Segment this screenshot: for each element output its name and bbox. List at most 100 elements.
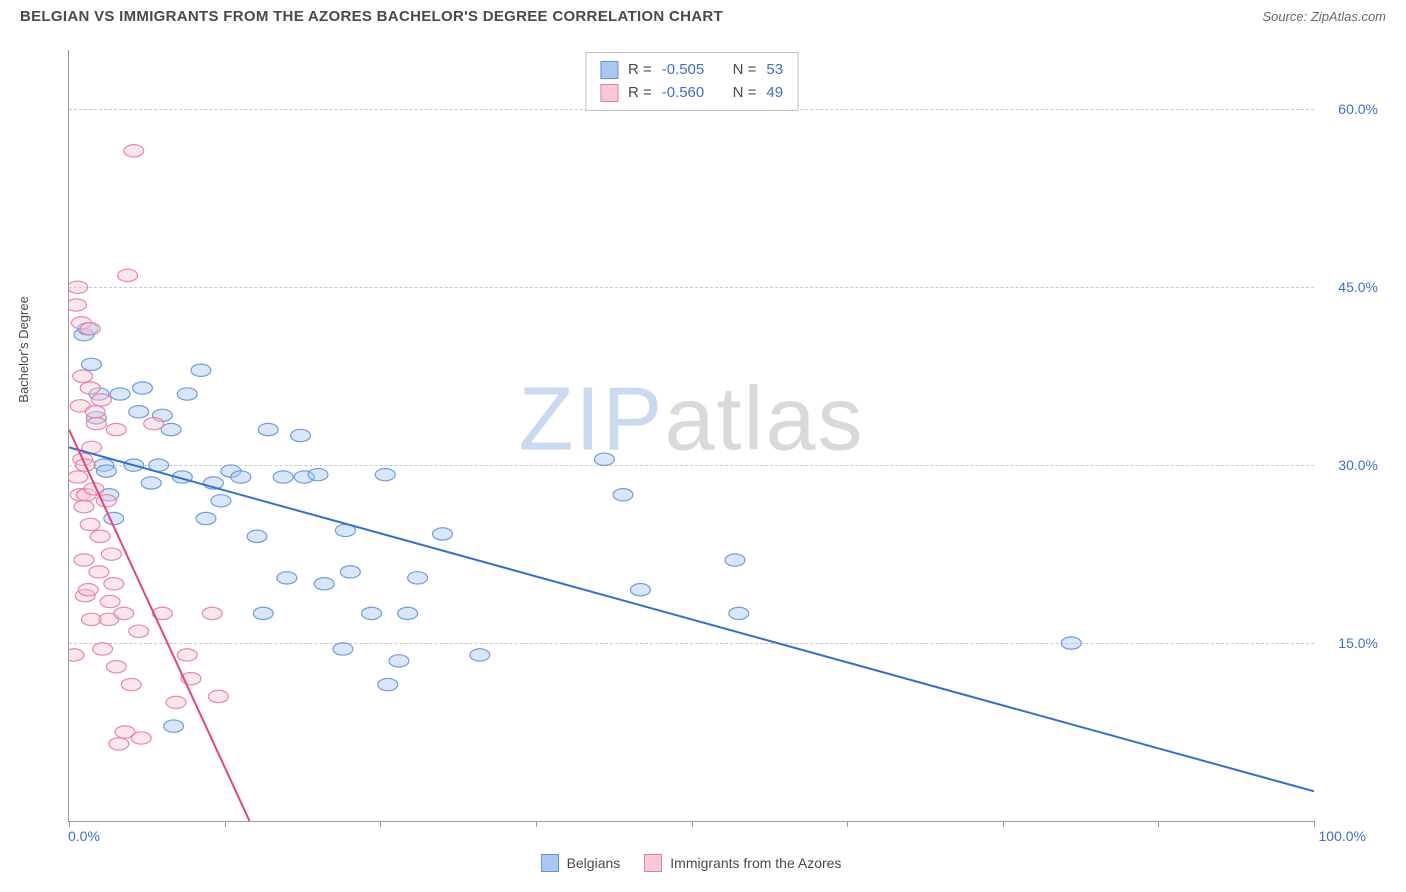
n-label: N = (733, 59, 757, 82)
swatch-belgians (541, 854, 559, 872)
data-point (594, 453, 614, 465)
xtick (847, 821, 848, 827)
data-point (86, 417, 106, 429)
data-point (81, 358, 101, 370)
data-point (118, 269, 138, 281)
xtick (1158, 821, 1159, 827)
xtick (1003, 821, 1004, 827)
swatch-azores (644, 854, 662, 872)
data-point (93, 643, 113, 655)
data-point (106, 661, 126, 673)
data-point (114, 607, 134, 619)
data-point (291, 429, 311, 441)
data-point (1061, 637, 1081, 649)
data-point (80, 518, 100, 530)
xtick (225, 821, 226, 827)
stats-row-azores: R = -0.560 N = 49 (600, 82, 783, 105)
data-point (80, 323, 100, 335)
data-point (121, 678, 141, 690)
ytick-label: 30.0% (1338, 457, 1378, 473)
n-value-belgians: 53 (766, 59, 783, 82)
chart-title: BELGIAN VS IMMIGRANTS FROM THE AZORES BA… (20, 8, 723, 25)
data-point (132, 382, 152, 394)
data-point (398, 607, 418, 619)
ytick-label: 60.0% (1338, 101, 1378, 117)
data-point (208, 690, 228, 702)
data-point (124, 145, 144, 157)
n-value-azores: 49 (766, 82, 783, 105)
data-point (196, 512, 216, 524)
stats-row-belgians: R = -0.505 N = 53 (600, 59, 783, 82)
data-point (73, 370, 93, 382)
data-point (231, 471, 251, 483)
data-point (161, 423, 181, 435)
ytick-label: 15.0% (1338, 635, 1378, 651)
data-point (90, 530, 110, 542)
data-point (101, 548, 121, 560)
data-point (91, 394, 111, 406)
data-point (78, 584, 98, 596)
data-point (144, 417, 164, 429)
data-point (470, 649, 490, 661)
legend-item-azores: Immigrants from the Azores (644, 854, 841, 872)
data-point (247, 530, 267, 542)
data-point (177, 388, 197, 400)
data-point (69, 649, 84, 661)
data-point (362, 607, 382, 619)
chart-container: Bachelor's Degree ZIPatlas R = -0.505 N … (20, 40, 1386, 872)
data-point (141, 477, 161, 489)
data-point (191, 364, 211, 376)
data-point (96, 465, 116, 477)
data-point (308, 468, 328, 480)
data-point (164, 720, 184, 732)
data-point (100, 595, 120, 607)
data-point (166, 696, 186, 708)
data-point (253, 607, 273, 619)
n-label: N = (733, 82, 757, 105)
data-point (378, 678, 398, 690)
xtick (692, 821, 693, 827)
swatch-belgians (600, 61, 618, 79)
data-point (389, 655, 409, 667)
y-axis-label: Bachelor's Degree (16, 296, 31, 403)
data-point (104, 512, 124, 524)
r-value-belgians: -0.505 (662, 59, 705, 82)
data-point (104, 578, 124, 590)
xtick (1314, 821, 1315, 827)
data-point (258, 423, 278, 435)
data-point (408, 572, 428, 584)
data-point (110, 388, 130, 400)
data-point (613, 489, 633, 501)
data-point (69, 281, 88, 293)
stats-legend: R = -0.505 N = 53 R = -0.560 N = 49 (585, 52, 798, 111)
data-point (729, 607, 749, 619)
r-label: R = (628, 59, 652, 82)
data-point (277, 572, 297, 584)
legend-label-belgians: Belgians (567, 855, 621, 871)
data-point (69, 471, 88, 483)
xtick (69, 821, 70, 827)
data-point (433, 528, 453, 540)
source-label: Source: ZipAtlas.com (1262, 9, 1386, 24)
data-point (74, 501, 94, 513)
data-point (314, 578, 334, 590)
ytick-label: 45.0% (1338, 279, 1378, 295)
xtick (380, 821, 381, 827)
plot-area: ZIPatlas R = -0.505 N = 53 R = -0.560 N … (68, 50, 1314, 822)
data-point (80, 382, 100, 394)
data-point (333, 643, 353, 655)
r-value-azores: -0.560 (662, 82, 705, 105)
swatch-azores (600, 84, 618, 102)
data-point (273, 471, 293, 483)
data-point (89, 566, 109, 578)
xtick (536, 821, 537, 827)
r-label: R = (628, 82, 652, 105)
x-axis-min-label: 0.0% (68, 828, 100, 844)
data-point (129, 406, 149, 418)
legend-label-azores: Immigrants from the Azores (670, 855, 841, 871)
data-point (69, 299, 86, 311)
data-point (106, 423, 126, 435)
data-point (202, 607, 222, 619)
scatter-svg (69, 50, 1314, 821)
data-point (129, 625, 149, 637)
